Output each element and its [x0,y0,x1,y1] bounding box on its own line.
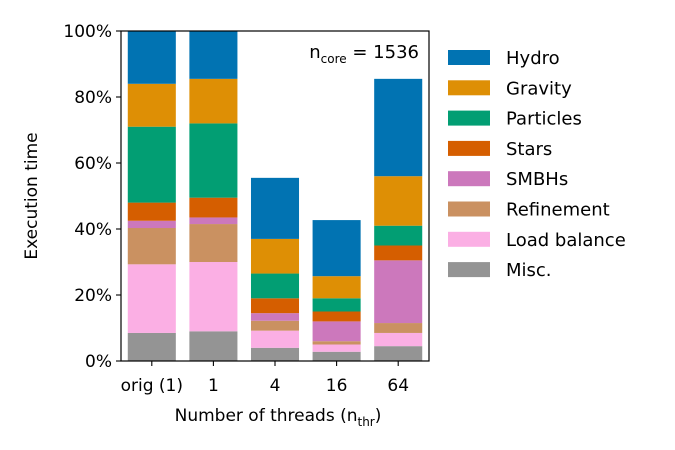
legend-swatch-hydro [448,50,490,65]
bar-segment-hydro-2 [250,177,300,239]
bar-segment-misc-0 [127,332,176,361]
legend-swatch-refinement [448,201,490,217]
x-tick-label: 4 [270,376,281,396]
bar-segment-refinement-3 [312,341,361,345]
y-axis: 0% 20% 40% 60% 80% 100% [63,22,121,372]
x-tick-label: 1 [208,376,219,396]
bar-segment-load-balance-0 [127,264,176,333]
legend-label-gravity: Gravity [506,78,572,99]
y-tick-label: 40% [74,220,112,240]
bar-segment-gravity-0 [127,83,176,127]
annotation-sub: core [321,52,347,66]
y-tick-label: 80% [74,88,112,108]
bar-segment-stars-1 [189,197,238,218]
bar-segment-smbhs-4 [374,260,423,324]
x-tick-label: 16 [326,376,348,396]
bars-layer [127,31,423,361]
bar-segment-refinement-4 [374,323,423,333]
x-tick-label: 64 [387,376,409,396]
bar-segment-stars-4 [374,245,423,261]
x-axis-label-close: ) [375,406,382,426]
legend-label-stars: Stars [506,139,552,160]
bar-segment-hydro-1 [189,31,238,79]
legend-swatch-smbhs [448,171,490,187]
legend: Hydro Gravity Particles Stars SMBHs Refinemen… [448,48,626,281]
bar-segment-stars-3 [312,311,361,322]
legend-label-refinement: Refinement [506,200,610,221]
bar-segment-misc-3 [312,351,361,361]
bar-segment-particles-3 [312,298,361,312]
bar-segment-load-balance-3 [312,344,361,352]
bar-segment-gravity-1 [189,78,238,124]
x-tick-label: orig (1) [121,376,183,396]
legend-label-load-balance: Load balance [506,230,626,251]
y-axis-label: Execution time [22,132,42,259]
bar-segment-smbhs-3 [312,321,361,342]
bar-segment-particles-2 [250,273,300,299]
legend-swatch-particles [448,110,490,126]
bar-segment-particles-1 [189,123,238,198]
bar-segment-stars-2 [250,298,300,314]
y-tick-label: 0% [85,352,112,372]
bar-segment-particles-0 [127,126,176,203]
legend-label-hydro: Hydro [506,48,560,69]
bar-segment-hydro-0 [127,31,176,84]
bar-segment-smbhs-2 [250,313,300,321]
legend-swatch-misc [448,262,490,278]
bar-segment-refinement-1 [189,224,238,262]
core-count-annotation: ncore = 1536 [309,42,419,66]
legend-label-smbhs: SMBHs [506,169,568,190]
annotation-rest: = 1536 [347,42,419,63]
bar-segment-misc-4 [374,346,423,361]
bar-segment-gravity-2 [250,238,300,274]
bar-segment-hydro-3 [312,220,361,277]
bar-segment-load-balance-4 [374,332,423,347]
legend-label-particles: Particles [506,109,582,130]
bar-segment-refinement-0 [127,228,176,265]
bar-segment-smbhs-0 [127,220,176,229]
x-axis-label-main: Number of threads (n [175,406,358,426]
x-axis-label-sub: thr [357,415,374,429]
bar-segment-gravity-4 [374,176,423,226]
legend-swatch-load-balance [448,231,490,247]
legend-swatch-stars [448,140,490,156]
annotation-main: n [309,42,320,63]
bar-segment-load-balance-2 [250,330,300,348]
bar-segment-load-balance-1 [189,262,238,332]
bar-segment-stars-0 [127,202,176,221]
x-axis-label: Number of threads (nthr) [175,406,382,429]
y-tick-label: 60% [74,154,112,174]
bar-segment-gravity-3 [312,276,361,299]
y-tick-label: 100% [63,22,112,42]
x-axis: orig (1) 1 4 16 64 [121,361,409,396]
legend-label-misc: Misc. [506,260,552,281]
bar-segment-refinement-2 [250,320,300,331]
bar-segment-hydro-4 [374,78,423,177]
legend-swatch-gravity [448,80,490,96]
y-tick-label: 20% [74,286,112,306]
bar-segment-misc-2 [250,347,300,361]
bar-segment-misc-1 [189,331,238,361]
bar-segment-smbhs-1 [189,217,238,225]
bar-segment-particles-4 [374,225,423,246]
